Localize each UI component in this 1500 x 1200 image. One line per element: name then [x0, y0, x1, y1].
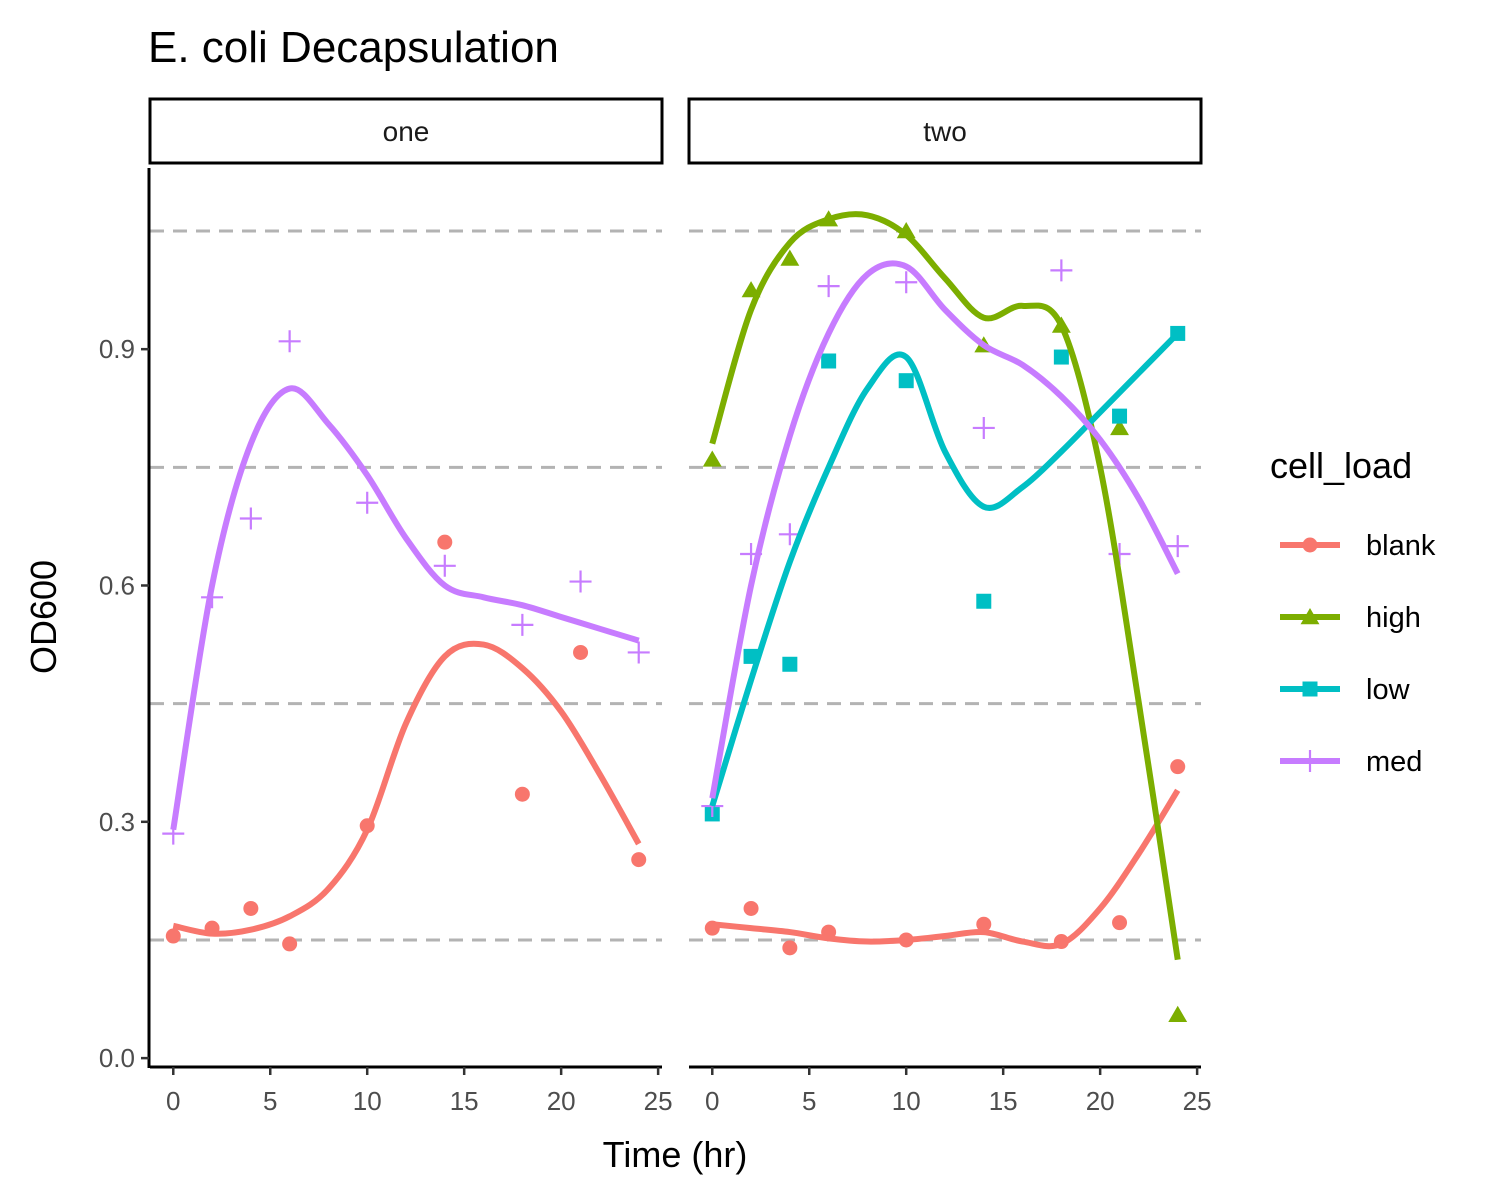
x-tick-label: 0: [166, 1086, 180, 1116]
facet-panel-one: one 0 5 10 15 20 25 0.0 0.3 0.6 0.9: [99, 97, 673, 1116]
data-point-blank: [743, 900, 759, 916]
data-point-med: [895, 271, 918, 294]
legend-key-marker-blank: [1302, 537, 1318, 553]
legend-label-med: med: [1366, 746, 1422, 778]
x-tick-label: 10: [353, 1086, 382, 1116]
data-point-blank: [1170, 759, 1186, 775]
y-tick-label: 0.9: [99, 334, 135, 364]
data-point-med: [433, 554, 456, 577]
data-point-high: [1168, 1005, 1188, 1022]
y-axis-title: OD600: [23, 560, 64, 674]
data-point-blank: [243, 900, 259, 916]
x-tick-label: 0: [705, 1086, 719, 1116]
facet-panels: one 0 5 10 15 20 25 0.0 0.3 0.6 0.9 two 0 5 10 15 20 25: [99, 97, 1212, 1116]
legend-item-low: low: [1280, 674, 1411, 706]
strip-box: [148, 97, 664, 165]
data-point-low: [898, 373, 914, 389]
data-point-blank: [573, 644, 589, 660]
data-point-med: [569, 570, 592, 593]
smooth-line-high: [709, 211, 1181, 961]
smooth-line-low: [709, 331, 1180, 807]
y-tick-label: 0.6: [99, 570, 135, 600]
data-point-med: [511, 613, 534, 636]
data-point-blank: [1112, 915, 1128, 931]
data-point-med: [1166, 535, 1189, 558]
legend-title: cell_load: [1270, 445, 1412, 486]
data-point-med: [278, 330, 301, 353]
data-point-med: [627, 641, 650, 664]
data-point-blank: [514, 786, 530, 802]
data-point-low: [821, 353, 837, 369]
legend: cell_load blank high low med: [1270, 445, 1436, 778]
legend-key-marker-high: [1300, 608, 1320, 625]
legend-label-low: low: [1366, 674, 1411, 706]
series-points-med: [701, 259, 1189, 818]
legend-key-marker-low: [1302, 681, 1318, 697]
legend-item-blank: blank: [1280, 530, 1436, 562]
x-tick-label: 5: [802, 1086, 816, 1116]
legend-item-high: high: [1280, 602, 1421, 634]
smooth-line-med: [170, 385, 640, 831]
data-point-blank: [437, 534, 453, 550]
chart-title: E. coli Decapsulation: [148, 23, 559, 72]
legend-label-high: high: [1366, 602, 1421, 634]
smooth-line-blank: [711, 788, 1181, 950]
series-points-blank: [704, 759, 1186, 956]
series-points-high: [702, 210, 1188, 1022]
smooth-line-blank: [172, 640, 642, 937]
y-tick-label: 0.0: [99, 1043, 135, 1073]
x-tick-label: 15: [450, 1086, 479, 1116]
strip-label-one: one: [383, 116, 430, 147]
data-point-high: [1110, 418, 1129, 436]
data-point-low: [782, 656, 798, 672]
data-point-high: [702, 450, 722, 467]
data-point-low: [976, 593, 992, 609]
x-tick-label: 20: [1086, 1086, 1115, 1116]
legend-item-med: med: [1280, 746, 1422, 778]
x-tick-label: 10: [892, 1086, 921, 1116]
data-point-med: [239, 507, 262, 530]
data-point-blank: [976, 916, 992, 932]
facet-panel-two: two 0 5 10 15 20 25: [687, 97, 1212, 1116]
data-point-blank: [165, 928, 181, 944]
strip-label-two: two: [923, 116, 967, 147]
data-point-blank: [631, 852, 647, 868]
data-point-low: [1112, 408, 1128, 424]
data-point-med: [817, 275, 840, 298]
smooth-line-med: [709, 260, 1181, 799]
legend-key-marker-med: [1299, 750, 1321, 772]
series-points-med: [162, 330, 650, 845]
data-point-blank: [282, 936, 298, 952]
data-point-med: [356, 491, 379, 514]
strip-box: [687, 97, 1203, 165]
series-points-blank: [165, 534, 647, 952]
x-tick-label: 15: [989, 1086, 1018, 1116]
data-point-med: [1050, 259, 1073, 282]
y-tick-label: 0.3: [99, 807, 135, 837]
x-tick-label: 5: [263, 1086, 277, 1116]
data-point-low: [1053, 349, 1069, 365]
x-tick-label: 25: [1183, 1086, 1212, 1116]
legend-label-blank: blank: [1366, 530, 1436, 562]
data-point-med: [972, 416, 995, 439]
data-point-high: [780, 249, 800, 266]
data-point-blank: [782, 940, 798, 956]
x-axis-title: Time (hr): [603, 1134, 748, 1175]
x-tick-label: 25: [644, 1086, 673, 1116]
x-tick-label: 20: [547, 1086, 576, 1116]
